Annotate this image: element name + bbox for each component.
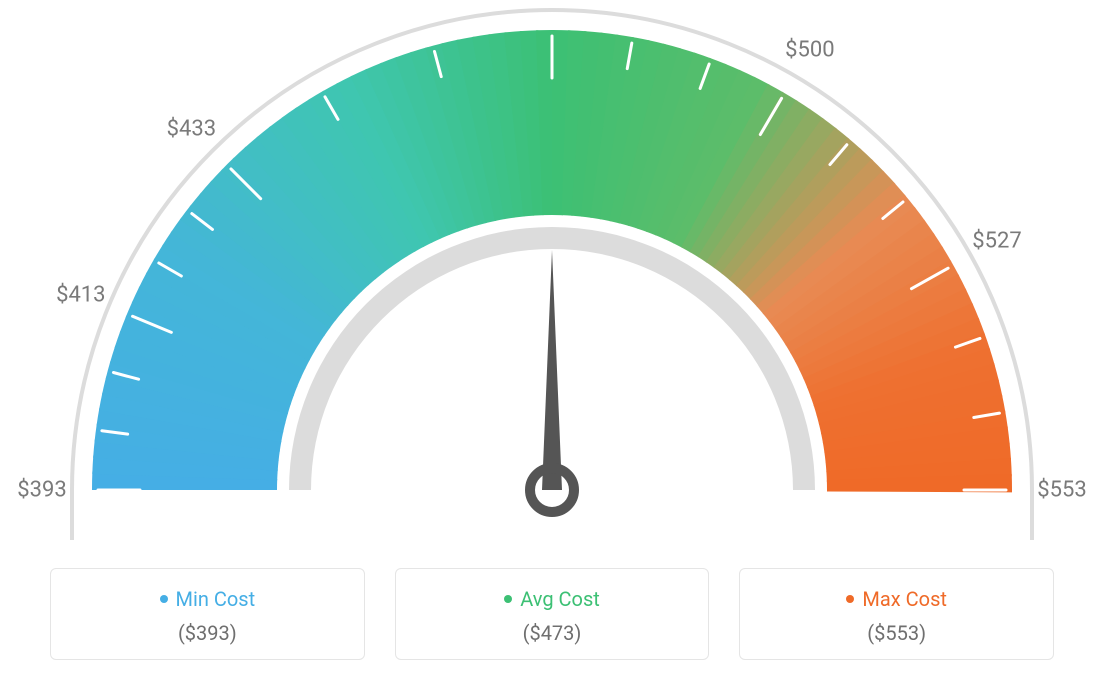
legend-card-max: Max Cost ($553)	[739, 568, 1054, 660]
legend-dot-avg	[504, 595, 512, 603]
gauge-svg	[0, 0, 1104, 540]
gauge-tick-label: $413	[56, 282, 105, 307]
gauge-tick-label: $500	[785, 38, 834, 63]
legend-card-avg: Avg Cost ($473)	[395, 568, 710, 660]
gauge-tick-label: $393	[17, 478, 66, 503]
legend-title-text-avg: Avg Cost	[520, 587, 600, 611]
legend-title-min: Min Cost	[160, 587, 256, 611]
legend-title-max: Max Cost	[846, 587, 947, 611]
gauge-tick-label: $433	[167, 117, 216, 142]
gauge-tick-label: $527	[972, 228, 1021, 253]
legend-title-text-max: Max Cost	[862, 587, 947, 611]
legend-value-avg: ($473)	[406, 621, 699, 645]
legend-dot-min	[160, 595, 168, 603]
legend-card-min: Min Cost ($393)	[50, 568, 365, 660]
gauge-needle	[542, 250, 562, 490]
gauge-chart: $393$413$433$473$500$527$553	[0, 0, 1104, 540]
gauge-tick-label: $553	[1037, 478, 1086, 503]
legend-dot-max	[846, 595, 854, 603]
legend-value-max: ($553)	[750, 621, 1043, 645]
legend-value-min: ($393)	[61, 621, 354, 645]
legend-row: Min Cost ($393) Avg Cost ($473) Max Cost…	[50, 568, 1054, 660]
legend-title-avg: Avg Cost	[504, 587, 600, 611]
legend-title-text-min: Min Cost	[176, 587, 256, 611]
